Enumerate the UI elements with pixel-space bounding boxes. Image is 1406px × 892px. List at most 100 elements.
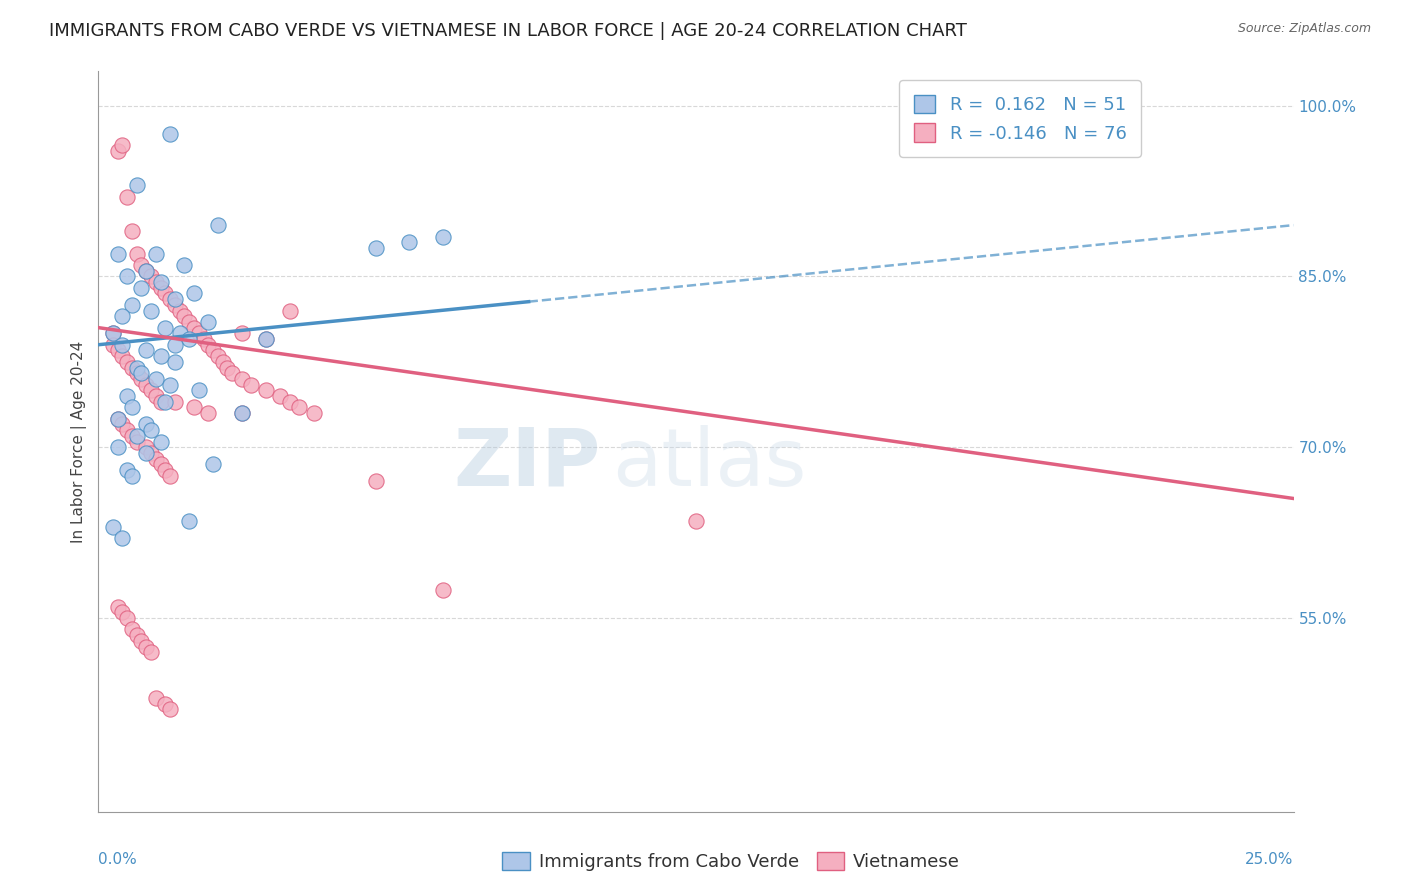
Point — [231, 326, 253, 341]
Point — [131, 366, 153, 380]
Point — [179, 315, 201, 329]
Point — [149, 349, 172, 363]
Text: 25.0%: 25.0% — [1246, 853, 1294, 867]
Point — [111, 138, 134, 153]
Point — [173, 310, 195, 324]
Point — [432, 582, 454, 597]
Point — [139, 269, 162, 284]
Point — [131, 281, 153, 295]
Point — [139, 384, 162, 398]
Point — [145, 389, 167, 403]
Point — [135, 377, 157, 392]
Point — [159, 127, 181, 141]
Point — [149, 458, 172, 472]
Point — [163, 394, 186, 409]
Point — [231, 372, 253, 386]
Point — [173, 258, 195, 272]
Point — [145, 690, 167, 705]
Point — [269, 389, 291, 403]
Point — [125, 366, 148, 380]
Point — [145, 246, 167, 260]
Point — [364, 241, 387, 255]
Point — [202, 458, 225, 472]
Point — [135, 263, 157, 277]
Point — [159, 702, 181, 716]
Point — [155, 463, 177, 477]
Text: 0.0%: 0.0% — [98, 853, 138, 867]
Point — [240, 377, 263, 392]
Point — [149, 434, 172, 449]
Point — [145, 372, 167, 386]
Point — [135, 417, 157, 432]
Point — [254, 332, 277, 346]
Point — [149, 281, 172, 295]
Point — [121, 623, 143, 637]
Point — [135, 343, 157, 358]
Point — [163, 337, 186, 351]
Point — [221, 366, 243, 380]
Point — [107, 144, 129, 158]
Text: ZIP: ZIP — [453, 425, 600, 503]
Point — [115, 355, 138, 369]
Point — [125, 178, 148, 193]
Point — [125, 246, 148, 260]
Point — [131, 258, 153, 272]
Point — [115, 189, 138, 203]
Point — [121, 224, 143, 238]
Point — [302, 406, 325, 420]
Point — [211, 355, 233, 369]
Point — [288, 401, 311, 415]
Point — [107, 246, 129, 260]
Point — [155, 320, 177, 334]
Point — [183, 320, 205, 334]
Point — [125, 429, 148, 443]
Point — [155, 697, 177, 711]
Point — [163, 355, 186, 369]
Point — [111, 417, 134, 432]
Point — [149, 275, 172, 289]
Legend: Immigrants from Cabo Verde, Vietnamese: Immigrants from Cabo Verde, Vietnamese — [495, 845, 967, 879]
Point — [101, 337, 124, 351]
Point — [131, 633, 153, 648]
Point — [115, 389, 138, 403]
Point — [135, 440, 157, 454]
Point — [179, 514, 201, 528]
Point — [207, 349, 229, 363]
Point — [111, 532, 134, 546]
Point — [139, 303, 162, 318]
Point — [149, 394, 172, 409]
Point — [139, 446, 162, 460]
Point — [169, 326, 191, 341]
Point — [163, 298, 186, 312]
Point — [135, 446, 157, 460]
Text: Source: ZipAtlas.com: Source: ZipAtlas.com — [1237, 22, 1371, 36]
Point — [179, 332, 201, 346]
Point — [364, 475, 387, 489]
Point — [121, 401, 143, 415]
Point — [187, 326, 209, 341]
Point — [398, 235, 420, 250]
Point — [217, 360, 239, 375]
Text: atlas: atlas — [613, 425, 807, 503]
Point — [202, 343, 225, 358]
Legend: R =  0.162   N = 51, R = -0.146   N = 76: R = 0.162 N = 51, R = -0.146 N = 76 — [900, 80, 1142, 157]
Point — [125, 434, 148, 449]
Point — [121, 360, 143, 375]
Point — [121, 429, 143, 443]
Point — [111, 337, 134, 351]
Point — [115, 611, 138, 625]
Point — [145, 275, 167, 289]
Point — [139, 423, 162, 437]
Point — [155, 394, 177, 409]
Point — [101, 520, 124, 534]
Point — [159, 377, 181, 392]
Point — [207, 218, 229, 232]
Point — [183, 401, 205, 415]
Point — [107, 411, 129, 425]
Point — [135, 640, 157, 654]
Point — [111, 606, 134, 620]
Point — [107, 599, 129, 614]
Point — [145, 451, 167, 466]
Point — [193, 332, 215, 346]
Point — [278, 394, 301, 409]
